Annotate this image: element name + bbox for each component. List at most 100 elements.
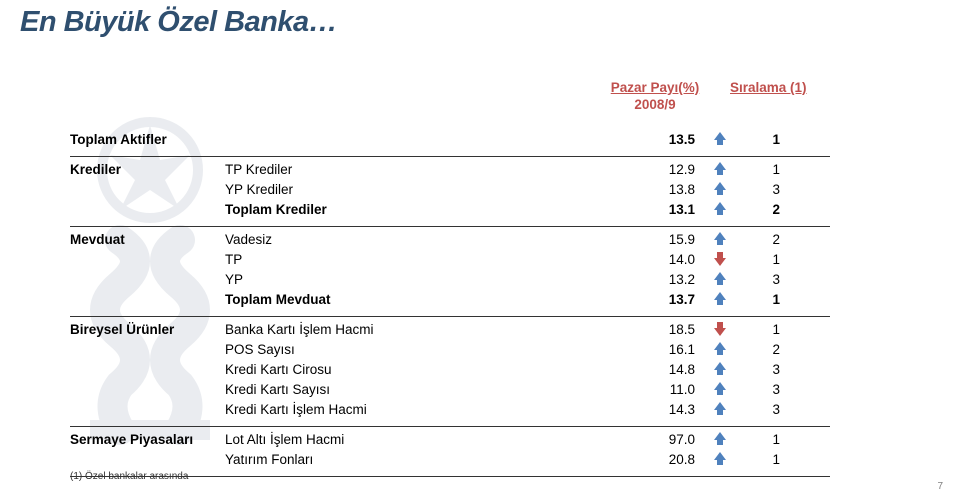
table-row: Kredi Kartı Sayısı 11.0 3 xyxy=(70,382,929,402)
metric-value: 14.3 xyxy=(610,402,695,417)
arrow-cell xyxy=(710,382,730,399)
metric-value: 13.2 xyxy=(610,272,695,287)
metric-label: Toplam Krediler xyxy=(225,202,595,217)
rank-value: 3 xyxy=(750,402,780,417)
arrow-cell xyxy=(710,202,730,219)
arrow-up-icon xyxy=(714,292,726,306)
arrow-cell xyxy=(710,292,730,309)
section-label: Bireysel Ürünler xyxy=(70,322,220,337)
arrow-up-icon xyxy=(714,132,726,146)
metric-label: Kredi Kartı İşlem Hacmi xyxy=(225,402,595,417)
table-header: Pazar Payı(%) 2008/9 Sıralama (1) xyxy=(70,80,929,98)
metric-label: Kredi Kartı Sayısı xyxy=(225,382,595,397)
section-label: Mevduat xyxy=(70,232,220,247)
metric-label: Vadesiz xyxy=(225,232,595,247)
rank-value: 1 xyxy=(750,162,780,177)
arrow-down-icon xyxy=(714,252,726,266)
metric-value: 20.8 xyxy=(610,452,695,467)
metric-label: POS Sayısı xyxy=(225,342,595,357)
rank-value: 1 xyxy=(750,432,780,447)
metric-value: 18.5 xyxy=(610,322,695,337)
metric-label: YP Krediler xyxy=(225,182,595,197)
table-row: Yatırım Fonları 20.8 1 xyxy=(70,452,929,472)
arrow-up-icon xyxy=(714,232,726,246)
arrow-cell xyxy=(710,232,730,249)
rank-value: 1 xyxy=(750,322,780,337)
metric-value: 13.1 xyxy=(610,202,695,217)
rank-value: 1 xyxy=(750,292,780,307)
metric-label: Toplam Mevduat xyxy=(225,292,595,307)
arrow-cell xyxy=(710,182,730,199)
table-row: Krediler TP Krediler 12.9 1 xyxy=(70,162,929,182)
table-row: TP 14.0 1 xyxy=(70,252,929,272)
arrow-up-icon xyxy=(714,202,726,216)
section-label: Sermaye Piyasaları xyxy=(70,432,220,447)
table-row: Toplam Aktifler 13.5 1 xyxy=(70,132,929,152)
slide-title: En Büyük Özel Banka… xyxy=(20,6,337,39)
arrow-cell xyxy=(710,342,730,359)
arrow-cell xyxy=(710,272,730,289)
arrow-cell xyxy=(710,452,730,469)
arrow-up-icon xyxy=(714,362,726,376)
metric-label: TP Krediler xyxy=(225,162,595,177)
metric-label: Lot Altı İşlem Hacmi xyxy=(225,432,595,447)
rank-value: 2 xyxy=(750,202,780,217)
arrow-down-icon xyxy=(714,322,726,336)
metric-value: 12.9 xyxy=(610,162,695,177)
rank-value: 2 xyxy=(750,342,780,357)
metric-label: Banka Kartı İşlem Hacmi xyxy=(225,322,595,337)
metric-value: 97.0 xyxy=(610,432,695,447)
metric-value: 13.8 xyxy=(610,182,695,197)
metric-value: 13.5 xyxy=(610,132,695,147)
metric-label: YP xyxy=(225,272,595,287)
arrow-cell xyxy=(710,432,730,449)
arrow-up-icon xyxy=(714,402,726,416)
arrow-cell xyxy=(710,362,730,379)
rank-value: 1 xyxy=(750,452,780,467)
rank-value: 3 xyxy=(750,362,780,377)
arrow-cell xyxy=(710,162,730,179)
metric-value: 15.9 xyxy=(610,232,695,247)
footnote: (1) Özel bankalar arasında xyxy=(70,471,188,482)
metric-label: Yatırım Fonları xyxy=(225,452,595,467)
metric-value: 11.0 xyxy=(610,382,695,397)
table-row: YP Krediler 13.8 3 xyxy=(70,182,929,202)
table-row: Kredi Kartı İşlem Hacmi 14.3 3 xyxy=(70,402,929,422)
section-divider xyxy=(70,226,830,227)
table-row: Toplam Mevduat 13.7 1 xyxy=(70,292,929,312)
table-row: POS Sayısı 16.1 2 xyxy=(70,342,929,362)
metric-label: Kredi Kartı Cirosu xyxy=(225,362,595,377)
arrow-up-icon xyxy=(714,452,726,466)
metric-value: 14.0 xyxy=(610,252,695,267)
page-number: 7 xyxy=(937,481,943,492)
arrow-cell xyxy=(710,322,730,339)
arrow-cell xyxy=(710,402,730,419)
metric-value: 13.7 xyxy=(610,292,695,307)
table-row: Sermaye Piyasaları Lot Altı İşlem Hacmi 97… xyxy=(70,432,929,452)
arrow-cell xyxy=(710,132,730,149)
arrow-up-icon xyxy=(714,342,726,356)
table-content: Pazar Payı(%) 2008/9 Sıralama (1) Toplam… xyxy=(70,80,929,482)
table-row: Mevduat Vadesiz 15.9 2 xyxy=(70,232,929,252)
arrow-cell xyxy=(710,252,730,269)
header-pazar: Pazar Payı(%) xyxy=(610,80,700,95)
header-period: 2008/9 xyxy=(610,97,700,112)
rank-value: 3 xyxy=(750,382,780,397)
arrow-up-icon xyxy=(714,272,726,286)
rank-value: 1 xyxy=(750,132,780,147)
metric-label: TP xyxy=(225,252,595,267)
arrow-up-icon xyxy=(714,382,726,396)
metric-value: 14.8 xyxy=(610,362,695,377)
rank-value: 2 xyxy=(750,232,780,247)
metric-value: 16.1 xyxy=(610,342,695,357)
arrow-up-icon xyxy=(714,162,726,176)
table-row: YP13.23 xyxy=(70,272,929,292)
arrow-up-icon xyxy=(714,432,726,446)
rank-value: 3 xyxy=(750,182,780,197)
arrow-up-icon xyxy=(714,182,726,196)
table-row: Kredi Kartı Cirosu 14.8 3 xyxy=(70,362,929,382)
table-row: Toplam Krediler 13.1 2 xyxy=(70,202,929,222)
section-label: Krediler xyxy=(70,162,220,177)
section-label: Toplam Aktifler xyxy=(70,132,220,147)
rank-value: 1 xyxy=(750,252,780,267)
